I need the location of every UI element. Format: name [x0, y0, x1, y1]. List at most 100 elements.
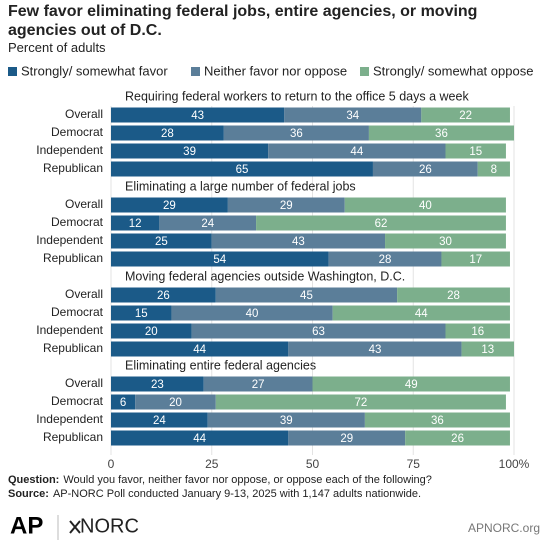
- value-label: 29: [163, 200, 176, 212]
- category-label: Republican: [43, 251, 103, 265]
- bar-segment: [284, 107, 422, 123]
- bar-segment: [372, 161, 478, 177]
- value-label: 72: [354, 397, 367, 409]
- value-label: 65: [236, 164, 249, 176]
- bar-segment: [215, 394, 506, 410]
- bar-segment: [111, 305, 172, 321]
- bar-segment: [211, 233, 386, 249]
- x-tick-label: 75: [407, 457, 421, 471]
- bar-segment: [268, 143, 446, 159]
- note-label: Question:: [8, 474, 59, 486]
- category-label: Overall: [65, 376, 103, 390]
- value-label: 15: [135, 308, 148, 320]
- value-label: 24: [201, 218, 214, 230]
- legend-swatch: [8, 67, 17, 76]
- value-label: 44: [350, 146, 363, 158]
- value-label: 34: [346, 110, 359, 122]
- category-label: Independent: [36, 412, 103, 426]
- value-label: 15: [469, 146, 482, 158]
- legend-label: Neither favor nor oppose: [204, 63, 347, 78]
- x-tick-label: 100%: [499, 457, 530, 471]
- category-label: Independent: [36, 323, 103, 337]
- value-label: 40: [419, 200, 432, 212]
- bar-segment: [223, 125, 369, 141]
- x-tick-label: 50: [306, 457, 320, 471]
- bar-segment: [385, 233, 506, 249]
- panel-title: Moving federal agencies outside Washingt…: [125, 269, 405, 283]
- value-label: 62: [375, 218, 388, 230]
- category-label: Republican: [43, 430, 103, 444]
- legend-swatch: [360, 67, 369, 76]
- bar-segment: [477, 161, 510, 177]
- category-label: Republican: [43, 341, 103, 355]
- bar-segment: [171, 305, 333, 321]
- norc-icon: [69, 520, 81, 534]
- value-label: 39: [280, 415, 293, 427]
- value-label: 26: [419, 164, 432, 176]
- bar-segment: [111, 215, 160, 231]
- ap-logo: AP: [10, 512, 43, 539]
- note-label: Source:: [8, 488, 49, 500]
- value-label: 44: [193, 433, 206, 445]
- bar-segment: [159, 215, 257, 231]
- note: Source: AP-NORC Poll conducted January 9-…: [8, 488, 421, 500]
- legend-label: Strongly/ somewhat oppose: [373, 63, 533, 78]
- bar-segment: [111, 161, 373, 177]
- bar-segment: [445, 323, 510, 339]
- bar-segment: [111, 125, 224, 141]
- bar-segment: [368, 125, 514, 141]
- value-label: 29: [340, 433, 353, 445]
- value-label: 43: [191, 110, 204, 122]
- value-label: 30: [439, 236, 452, 248]
- category-label: Democrat: [51, 215, 104, 229]
- value-label: 16: [471, 326, 484, 338]
- legend-label: Strongly/ somewhat favor: [21, 63, 168, 78]
- value-label: 36: [431, 415, 444, 427]
- bar-segment: [364, 412, 510, 428]
- bar-segment: [312, 376, 510, 392]
- value-label: 17: [469, 254, 482, 266]
- url: APNORC.org: [468, 521, 540, 535]
- bar-segment: [135, 394, 216, 410]
- bar-segment: [191, 323, 446, 339]
- value-label: 25: [155, 236, 168, 248]
- value-label: 28: [161, 128, 174, 140]
- value-label: 49: [405, 379, 418, 391]
- bar-segment: [111, 376, 204, 392]
- value-label: 12: [129, 218, 142, 230]
- bar-segment: [288, 341, 462, 357]
- value-label: 23: [151, 379, 164, 391]
- bar-segment: [421, 107, 510, 123]
- category-label: Independent: [36, 233, 103, 247]
- bar-segment: [332, 305, 510, 321]
- panel-title: Eliminating a large number of federal jo…: [125, 179, 356, 193]
- bar-segment: [111, 323, 192, 339]
- value-label: 54: [213, 254, 226, 266]
- value-label: 28: [447, 290, 460, 302]
- bar-segment: [111, 430, 289, 446]
- bar-segment: [111, 107, 285, 123]
- category-label: Overall: [65, 287, 103, 301]
- value-label: 43: [292, 236, 305, 248]
- norc-logo: NORC: [80, 515, 139, 537]
- bar-segment: [111, 233, 212, 249]
- note-text: AP-NORC Poll conducted January 9-13, 202…: [53, 488, 421, 500]
- category-label: Overall: [65, 107, 103, 121]
- bar-segment: [405, 430, 510, 446]
- value-label: 26: [157, 290, 170, 302]
- bar-segment: [328, 251, 442, 267]
- category-label: Independent: [36, 143, 103, 157]
- bar-segment: [344, 197, 506, 213]
- bar-segment: [111, 287, 216, 303]
- bar-segment: [111, 341, 289, 357]
- value-label: 63: [312, 326, 325, 338]
- bar-segment: [215, 287, 398, 303]
- value-label: 6: [120, 397, 126, 409]
- value-label: 36: [290, 128, 303, 140]
- value-label: 39: [183, 146, 196, 158]
- bar-segment: [111, 394, 136, 410]
- panel-title: Requiring federal workers to return to t…: [125, 89, 469, 103]
- bar-segment: [445, 143, 506, 159]
